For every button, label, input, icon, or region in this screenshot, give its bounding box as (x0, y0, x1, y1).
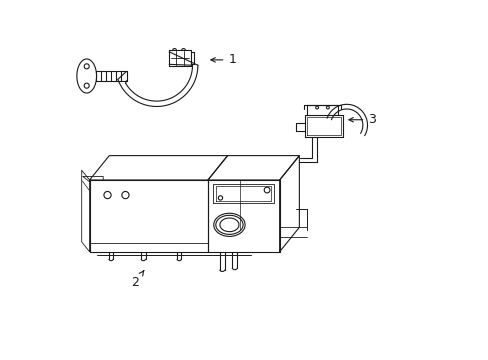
Text: 2: 2 (131, 271, 143, 289)
Text: 3: 3 (348, 113, 375, 126)
Text: 1: 1 (210, 53, 236, 66)
